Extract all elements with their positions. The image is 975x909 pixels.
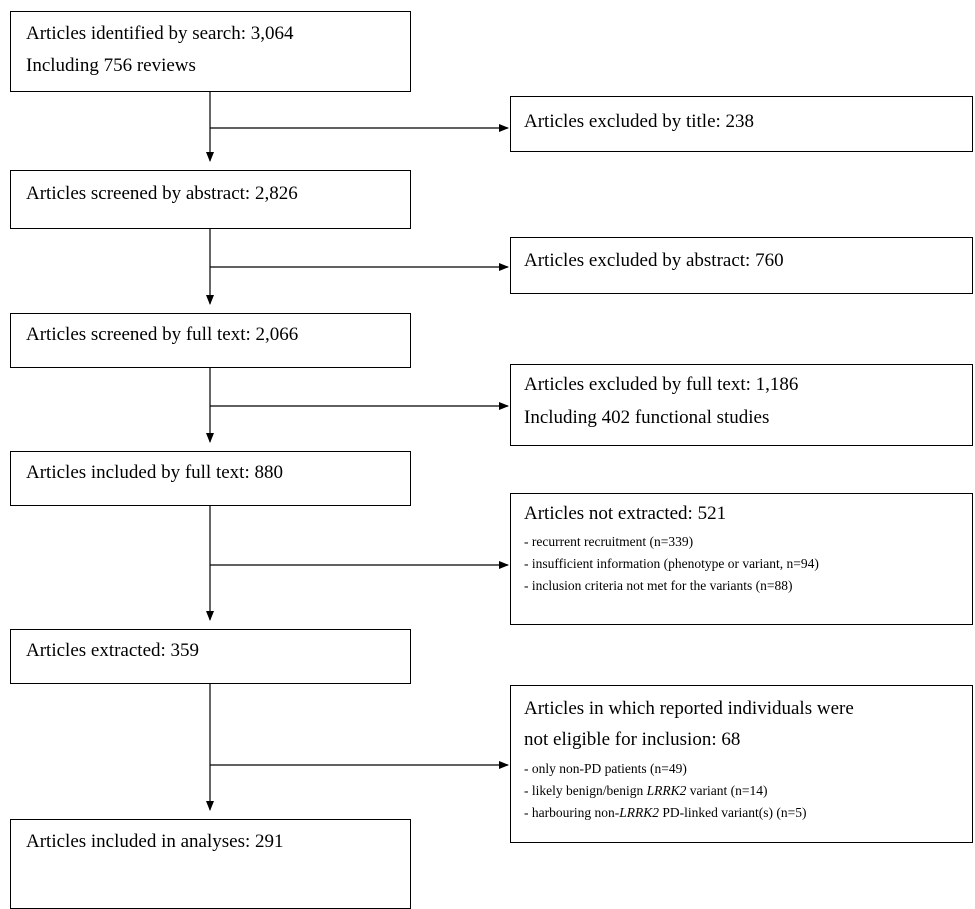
not-eligible-item: - likely benign/benign LRRK2 variant (n=…: [524, 780, 806, 802]
box-identified-by-search: Articles identified by search: 3,064 Inc…: [10, 11, 411, 92]
identified-line2: Including 756 reviews: [26, 55, 196, 76]
box-excluded-by-abstract: Articles excluded by abstract: 760: [510, 237, 973, 294]
not-eligible-list: - only non-PD patients (n=49) - likely b…: [524, 758, 806, 824]
extracted-text: Articles extracted: 359: [26, 640, 200, 661]
included-analyses-text: Articles included in analyses: 291: [26, 831, 284, 852]
excluded-fulltext-line2: Including 402 functional studies: [524, 407, 770, 428]
not-eligible-item: - only non-PD patients (n=49): [524, 761, 687, 776]
not-eligible-item-text: - harbouring non-: [524, 805, 620, 820]
screened-fulltext-text: Articles screened by full text: 2,066: [26, 324, 299, 345]
not-extracted-item: - insufficient information (phenotype or…: [524, 556, 819, 571]
not-eligible-item-text: variant (n=14): [686, 783, 768, 798]
not-eligible-item: - harbouring non-LRRK2 PD-linked variant…: [524, 802, 806, 824]
gene-name: LRRK2: [619, 805, 659, 820]
excluded-fulltext-line1: Articles excluded by full text: 1,186: [524, 374, 799, 395]
box-screened-by-fulltext: Articles screened by full text: 2,066: [10, 313, 411, 368]
identified-line1: Articles identified by search: 3,064: [26, 23, 294, 44]
box-excluded-by-fulltext: Articles excluded by full text: 1,186 In…: [510, 364, 973, 446]
box-not-eligible: Articles in which reported individuals w…: [510, 685, 973, 843]
not-extracted-item: - recurrent recruitment (n=339): [524, 534, 694, 549]
excluded-title-text: Articles excluded by title: 238: [524, 111, 755, 132]
not-extracted-item: - inclusion criteria not met for the var…: [524, 578, 793, 593]
not-eligible-title-line1: Articles in which reported individuals w…: [524, 698, 854, 719]
not-eligible-item-text: PD-linked variant(s) (n=5): [659, 805, 807, 820]
box-included-by-fulltext: Articles included by full text: 880: [10, 451, 411, 506]
included-fulltext-text: Articles included by full text: 880: [26, 462, 283, 483]
excluded-abstract-text: Articles excluded by abstract: 760: [524, 250, 784, 271]
not-extracted-list: - recurrent recruitment (n=339) - insuff…: [524, 531, 819, 597]
not-eligible-title-line2: not eligible for inclusion: 68: [524, 729, 741, 750]
box-included-in-analyses: Articles included in analyses: 291: [10, 819, 411, 909]
not-eligible-item-text: - likely benign/benign: [524, 783, 647, 798]
box-excluded-by-title: Articles excluded by title: 238: [510, 96, 973, 152]
gene-name: LRRK2: [646, 783, 687, 798]
box-not-extracted: Articles not extracted: 521 - recurrent …: [510, 493, 973, 625]
not-extracted-title: Articles not extracted: 521: [524, 503, 727, 524]
box-extracted: Articles extracted: 359: [10, 629, 411, 684]
screened-abstract-text: Articles screened by abstract: 2,826: [26, 183, 298, 204]
box-screened-by-abstract: Articles screened by abstract: 2,826: [10, 170, 411, 229]
